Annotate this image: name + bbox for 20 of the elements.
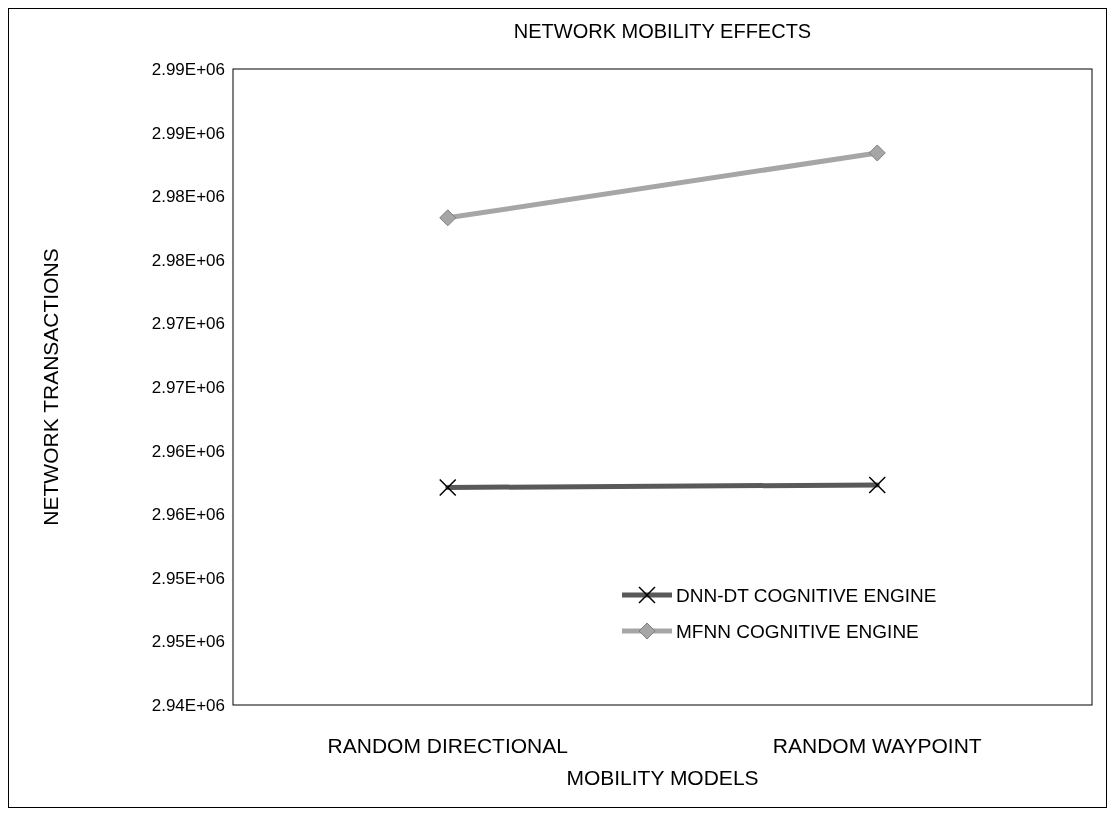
- y-tick-label: 2.95E+06: [151, 632, 225, 652]
- legend-label: DNN-DT COGNITIVE ENGINE: [676, 584, 937, 606]
- y-tick-label: 2.98E+06: [151, 187, 225, 207]
- y-tick-label: 2.98E+06: [151, 250, 225, 270]
- point: [439, 209, 457, 227]
- chart-title: NETWORK MOBILITY EFFECTS: [513, 20, 812, 42]
- y-tick-label: 2.95E+06: [151, 568, 225, 588]
- y-axis-title: NETWORK TRANSACTIONS: [39, 248, 62, 526]
- x-axis-title: MOBILITY MODELS: [566, 766, 759, 789]
- y-tick-label: 2.96E+06: [151, 505, 225, 525]
- point: [868, 144, 886, 162]
- y-tick-label: 2.99E+06: [151, 59, 225, 79]
- y-tick-label: 2.96E+06: [151, 441, 225, 461]
- y-tick-label: 2.94E+06: [151, 695, 225, 715]
- y-tick-label: 2.99E+06: [151, 123, 225, 143]
- y-tick-label: 2.97E+06: [151, 377, 225, 397]
- x-tick-label: RANDOM DIRECTIONAL: [327, 734, 568, 757]
- x-tick-label: RANDOM WAYPOINT: [772, 734, 982, 757]
- legend-label: MFNN COGNITIVE ENGINE: [676, 620, 919, 642]
- y-tick-label: 2.97E+06: [151, 314, 225, 334]
